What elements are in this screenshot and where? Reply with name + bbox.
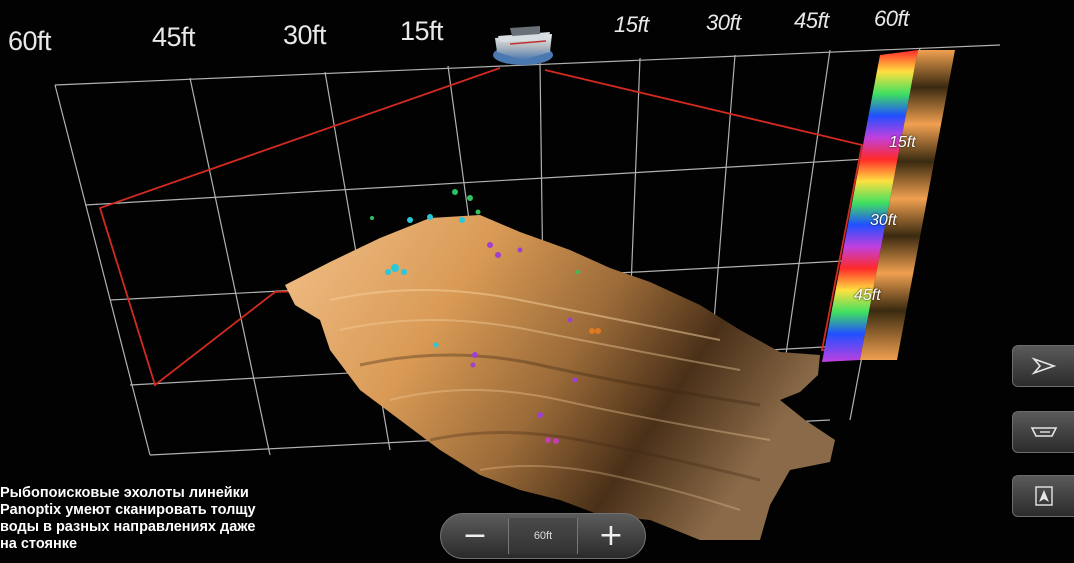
depth-label-30: 30ft xyxy=(870,212,897,229)
depth-label-15: 15ft xyxy=(889,134,916,151)
range-label-right-45: 45ft xyxy=(794,8,829,33)
side-view-icon xyxy=(1030,427,1057,437)
depth-label-45: 45ft xyxy=(854,287,881,304)
range-label-right-60: 60ft xyxy=(874,6,909,31)
zoom-out-button[interactable]: − xyxy=(462,518,488,553)
depth-color-scale xyxy=(822,50,955,362)
zoom-range-value: 60ft xyxy=(508,518,578,554)
range-label-left-15: 15ft xyxy=(400,16,444,46)
range-label-right-15: 15ft xyxy=(614,12,649,37)
boat-icon xyxy=(493,26,553,65)
perspective-view-icon xyxy=(1030,357,1056,375)
photo-caption: Рыбопоисковые эхолоты линейки Panoptix у… xyxy=(0,485,256,552)
top-view-button[interactable] xyxy=(1012,475,1074,517)
range-label-left-45: 45ft xyxy=(152,22,196,52)
side-view-button[interactable] xyxy=(1012,411,1074,453)
zoom-in-button[interactable]: + xyxy=(598,518,624,553)
zoom-control: − 60ft + xyxy=(440,513,646,559)
range-label-right-30: 30ft xyxy=(706,10,741,35)
fish-targets xyxy=(370,189,601,444)
range-label-left-30: 30ft xyxy=(283,20,327,50)
perspective-view-button[interactable] xyxy=(1012,345,1074,387)
range-label-left-60: 60ft xyxy=(8,26,52,56)
top-view-icon xyxy=(1034,486,1053,506)
bottom-terrain xyxy=(285,215,835,540)
